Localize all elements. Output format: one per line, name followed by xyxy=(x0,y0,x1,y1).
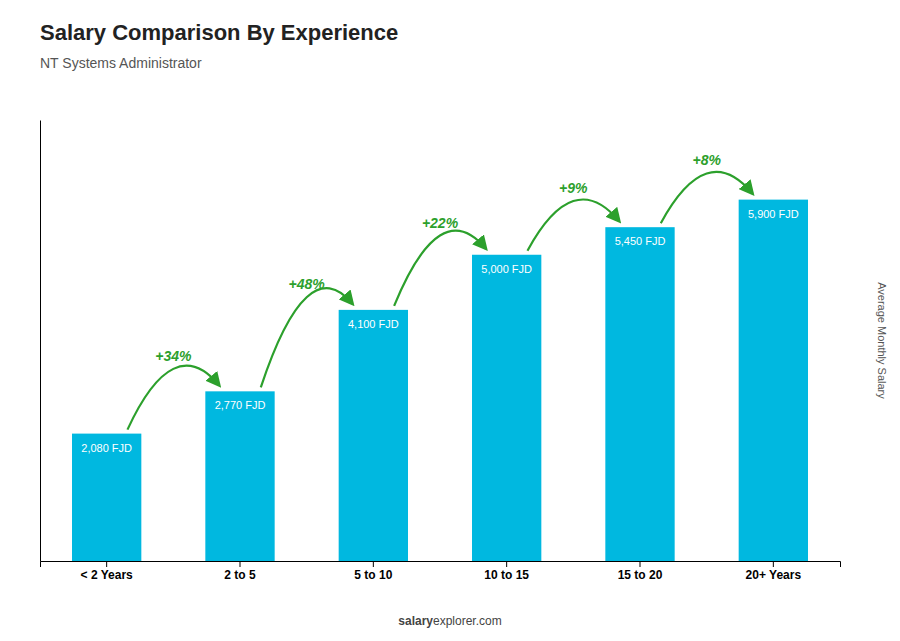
x-tick-mark xyxy=(106,561,107,567)
subtitle: NT Systems Administrator xyxy=(40,55,202,71)
x-tick-mark xyxy=(506,561,507,567)
x-tick-mark xyxy=(373,561,374,567)
bar xyxy=(205,391,274,561)
x-tick: 2 to 5 xyxy=(224,561,256,582)
footer-part: salary xyxy=(398,614,433,628)
arrow xyxy=(261,288,353,387)
data-label: 2,770 FJD xyxy=(215,399,266,411)
x-tick-label: 5 to 10 xyxy=(354,568,392,582)
x-axis: < 2 Years 2 to 5 5 to 10 10 to 15 15 to 20 20… xyxy=(41,561,841,582)
x-tick-label: < 2 Years xyxy=(81,568,133,582)
data-label: 5,900 FJD xyxy=(748,208,799,220)
title: Salary Comparison By Experience xyxy=(40,20,398,45)
pct-change-label: +22% xyxy=(422,215,459,231)
footer-part: explorer.com xyxy=(433,614,502,628)
arrow xyxy=(394,231,486,306)
y-axis-line xyxy=(40,121,41,562)
x-tick: 20+ Years xyxy=(746,561,802,582)
pct-change-label: +34% xyxy=(155,348,192,364)
x-tick: 5 to 10 xyxy=(354,561,392,582)
plot-area xyxy=(72,200,808,561)
arrow xyxy=(127,366,219,430)
pct-change-label: +8% xyxy=(692,152,721,168)
bar xyxy=(472,255,541,561)
y-axis-label: Average Monthly Salary xyxy=(876,282,888,399)
arrow xyxy=(527,199,619,250)
footer: salaryexplorer.com xyxy=(398,614,501,628)
bar xyxy=(72,434,141,561)
chart: Salary Comparison By Experience NT System… xyxy=(0,0,900,641)
annotations: +34% +48% +22% +9% +8% xyxy=(127,152,752,429)
x-axis-line xyxy=(41,562,841,568)
x-tick-mark xyxy=(773,561,774,567)
arrow xyxy=(661,172,753,223)
data-label: 4,100 FJD xyxy=(348,318,399,330)
data-label: 2,080 FJD xyxy=(81,442,132,454)
x-tick-mark xyxy=(640,561,641,567)
x-tick: 10 to 15 xyxy=(484,561,529,582)
bar xyxy=(605,227,674,561)
bar xyxy=(739,200,808,561)
bar xyxy=(339,310,408,561)
x-tick: 15 to 20 xyxy=(618,561,663,582)
x-tick: < 2 Years xyxy=(81,561,133,582)
data-labels: 2,080 FJD 2,770 FJD 4,100 FJD 5,000 FJD 5,45… xyxy=(81,208,798,454)
x-tick-label: 15 to 20 xyxy=(618,568,663,582)
y-axis xyxy=(40,121,41,562)
x-tick-label: 10 to 15 xyxy=(484,568,529,582)
pct-change-label: +48% xyxy=(289,276,326,292)
x-tick-label: 2 to 5 xyxy=(224,568,256,582)
data-label: 5,000 FJD xyxy=(481,263,532,275)
x-tick-mark xyxy=(240,561,241,567)
x-tick-label: 20+ Years xyxy=(746,568,802,582)
data-label: 5,450 FJD xyxy=(615,235,666,247)
pct-change-label: +9% xyxy=(559,180,588,196)
